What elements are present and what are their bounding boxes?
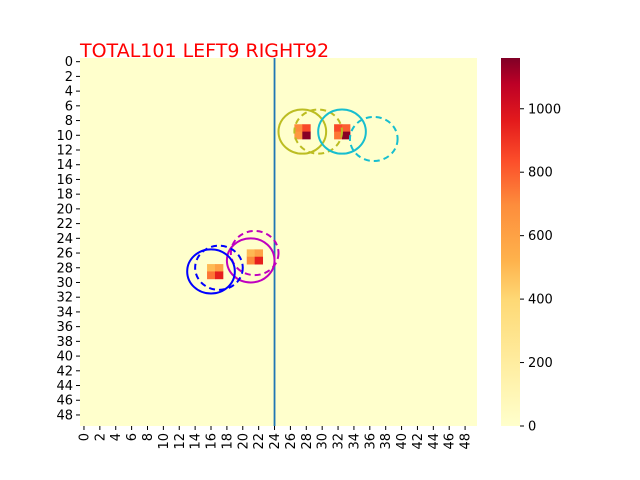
heatmap-cell — [294, 124, 303, 132]
colorbar-tick-label: 800 — [528, 166, 553, 181]
y-tick-label: 10 — [56, 129, 73, 144]
heatmap-cell — [302, 124, 311, 132]
y-tick-label: 24 — [56, 232, 73, 247]
y-tick-label: 18 — [56, 188, 73, 203]
heatmap-cell — [207, 264, 216, 272]
y-tick-label: 42 — [56, 364, 73, 379]
x-tick-label: 12 — [173, 433, 188, 450]
heatmap-cell — [334, 124, 343, 132]
y-tick-label: 4 — [65, 85, 73, 100]
x-tick-label: 8 — [141, 433, 156, 441]
x-tick-label: 18 — [220, 433, 235, 450]
y-tick-label: 46 — [56, 394, 73, 409]
x-tick-label: 28 — [300, 433, 315, 450]
y-tick-label: 8 — [65, 114, 73, 129]
y-tick-label: 16 — [56, 173, 73, 188]
x-tick-label: 20 — [236, 433, 251, 450]
y-tick-label: 44 — [56, 379, 73, 394]
solid-circle — [277, 108, 328, 155]
x-tick-label: 44 — [427, 433, 442, 450]
heatmap-cell — [294, 131, 303, 140]
x-tick-label: 26 — [284, 433, 299, 450]
x-tick-label: 0 — [77, 433, 92, 441]
heatmap-cells — [207, 124, 351, 280]
heatmap-cell — [302, 131, 311, 140]
y-axis: 0246810121416182022242628303234363840424… — [56, 55, 80, 423]
solid-circle — [186, 248, 236, 295]
y-tick-label: 0 — [65, 55, 73, 70]
y-tick-label: 12 — [56, 144, 73, 159]
x-tick-label: 14 — [189, 433, 204, 450]
colorbar-tick-label: 600 — [528, 229, 553, 244]
x-tick-label: 40 — [395, 433, 410, 450]
x-tick-label: 16 — [205, 433, 220, 450]
y-tick-label: 34 — [56, 305, 73, 320]
y-tick-label: 2 — [65, 70, 73, 85]
x-tick-label: 24 — [268, 433, 283, 450]
y-tick-label: 14 — [56, 158, 73, 173]
colorbar — [501, 58, 520, 426]
chart-title: TOTAL101 LEFT9 RIGHT92 — [79, 40, 329, 62]
heatmap-cell — [246, 249, 256, 258]
colorbar-tick-label: 0 — [528, 420, 536, 435]
dashed-circle — [229, 229, 280, 277]
colorbar-tick-label: 1000 — [528, 102, 561, 117]
colorbar-axis: 0 200 400 600 800 1000 — [520, 102, 561, 435]
y-tick-label: 20 — [56, 202, 73, 217]
dashed-circle — [293, 108, 344, 155]
y-tick-label: 28 — [56, 261, 73, 276]
x-tick-label: 22 — [252, 433, 267, 450]
heatmap-cell — [254, 249, 264, 258]
heatmap-background — [80, 58, 477, 426]
y-tick-label: 30 — [56, 276, 73, 291]
y-tick-label: 32 — [56, 291, 73, 306]
x-tick-label: 4 — [109, 433, 124, 441]
heatmap-overlays — [186, 58, 399, 426]
x-tick-label: 34 — [347, 433, 362, 450]
y-tick-label: 22 — [56, 217, 73, 232]
y-tick-label: 26 — [56, 247, 73, 262]
heatmap-cell — [254, 256, 264, 265]
x-axis: 0 2 4 6 8 10 12 14 16 18 20 22 24 26 28 30 32 34 36 38 40 42 4… — [77, 426, 474, 450]
heatmap-cell — [342, 124, 351, 132]
x-tick-label: 30 — [316, 433, 331, 450]
solid-circle — [317, 108, 367, 155]
y-tick-label: 6 — [65, 99, 73, 114]
dashed-circle — [194, 244, 244, 291]
y-tick-label: 36 — [56, 320, 73, 335]
x-tick-label: 32 — [332, 433, 347, 450]
y-tick-label: 38 — [56, 335, 73, 350]
y-tick-label: 40 — [56, 350, 73, 365]
x-tick-label: 42 — [411, 433, 426, 450]
heatmap-cell — [207, 271, 216, 280]
x-tick-label: 46 — [443, 433, 458, 450]
colorbar-tick-label: 200 — [528, 356, 553, 371]
solid-circle — [225, 237, 276, 284]
heatmap-cell — [246, 256, 256, 265]
x-tick-label: 38 — [379, 433, 394, 450]
heatmap-cell — [334, 131, 343, 140]
heatmap-cell — [342, 131, 351, 140]
x-tick-label: 36 — [363, 433, 378, 450]
heatmap-cell — [214, 271, 224, 280]
colorbar-tick-label: 400 — [528, 293, 553, 308]
x-tick-label: 2 — [93, 433, 108, 441]
y-tick-label: 48 — [56, 408, 73, 423]
dashed-circle — [348, 115, 399, 163]
x-tick-label: 48 — [459, 433, 474, 450]
x-tick-label: 10 — [157, 433, 172, 450]
heatmap-cell — [214, 264, 224, 272]
x-tick-label: 6 — [125, 433, 140, 441]
